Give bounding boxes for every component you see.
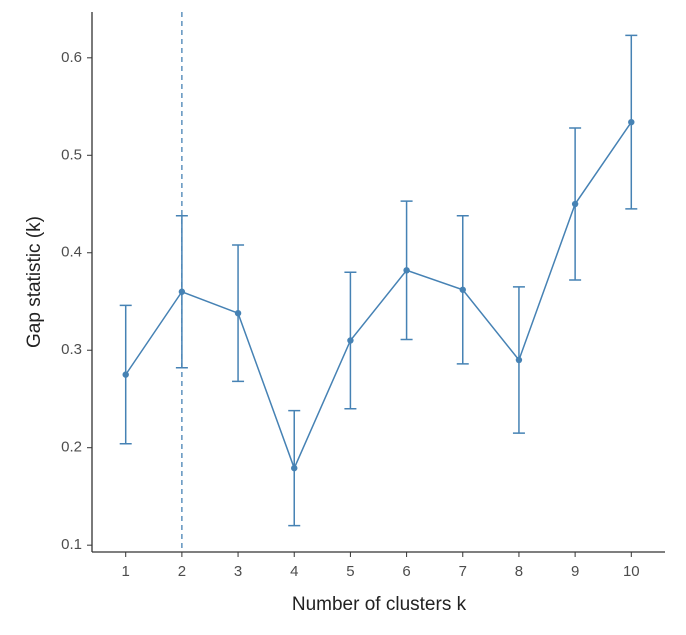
x-tick-label: 1 [122,563,130,580]
data-point [122,371,129,378]
y-tick-label: 0.4 [61,244,82,261]
data-point [178,288,186,295]
data-point [347,337,354,344]
x-tick-label: 9 [571,563,579,580]
data-point [628,118,635,126]
x-axis-title: Number of clusters k [292,594,467,615]
x-tick-label: 6 [402,563,410,580]
data-point [515,356,523,364]
x-tick-label: 3 [234,563,242,580]
y-tick-label: 0.3 [61,341,82,358]
y-tick-label: 0.2 [61,439,82,456]
data-point [291,464,298,472]
y-tick-label: 0.6 [61,49,82,66]
x-tick-label: 4 [290,563,298,580]
data-line [125,121,632,471]
data-point [403,267,410,274]
x-tick-label: 5 [346,563,354,580]
y-axis-title: Gap statistic (k) [24,216,45,348]
x-tick-label: 7 [459,563,467,580]
x-tick-label: 10 [623,563,640,580]
data-point [571,200,579,208]
data-point [459,286,466,293]
y-tick-label: 0.5 [61,146,82,163]
y-tick-label: 0.1 [61,536,82,553]
data-point [234,309,242,317]
x-tick-label: 2 [178,563,186,580]
x-tick-label: 8 [515,563,523,580]
